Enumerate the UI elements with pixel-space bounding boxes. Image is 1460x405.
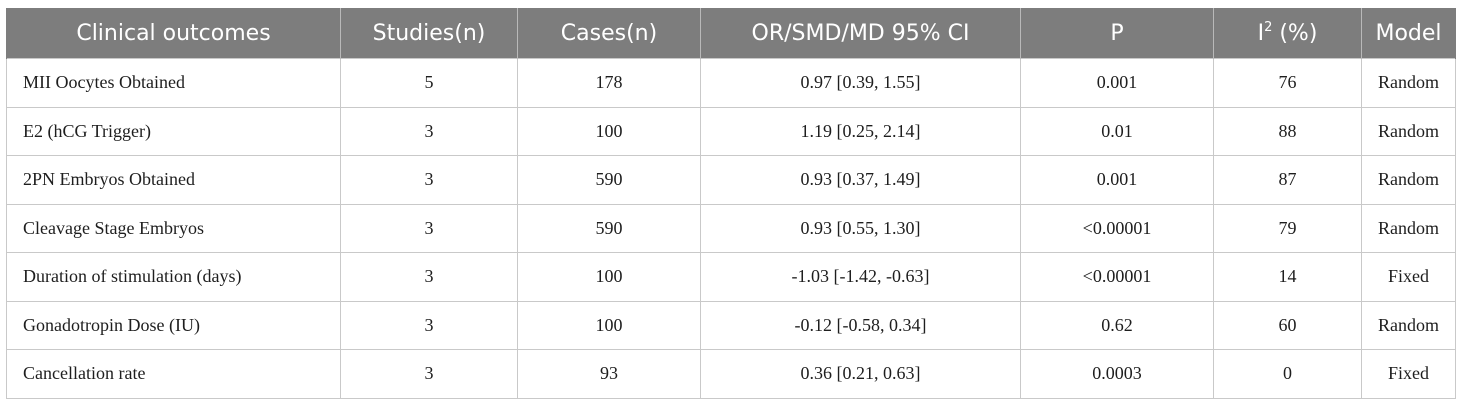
cell-studies: 3 [340, 106, 518, 156]
cell-clinical-outcome: Gonadotropin Dose (IU) [6, 300, 341, 350]
header-row: Clinical outcomes Studies(n) Cases(n) OR… [6, 8, 1456, 59]
table-row: MII Oocytes Obtained 5 178 0.97 [0.39, 1.55… [6, 58, 1456, 108]
cell-i2: 60 [1213, 300, 1362, 350]
cell-effect-size-ci: -0.12 [-0.58, 0.34] [700, 300, 1021, 350]
cell-model: Fixed [1361, 252, 1456, 302]
cell-clinical-outcome: Cancellation rate [6, 349, 341, 399]
cell-clinical-outcome: Cleavage Stage Embryos [6, 203, 341, 253]
cell-p-value: <0.00001 [1020, 252, 1214, 302]
cell-effect-size-ci: 0.97 [0.39, 1.55] [700, 58, 1021, 108]
cell-i2: 76 [1213, 58, 1362, 108]
header-clinical-outcomes: Clinical outcomes [6, 8, 341, 59]
cell-p-value: 0.01 [1020, 106, 1214, 156]
table-row: Cancellation rate 3 93 0.36 [0.21, 0.63] 0.0… [6, 349, 1456, 399]
cell-studies: 3 [340, 349, 518, 399]
cell-cases: 590 [517, 155, 701, 205]
cell-p-value: 0.001 [1020, 155, 1214, 205]
table-row: 2PN Embryos Obtained 3 590 0.93 [0.37, 1.49… [6, 155, 1456, 205]
cell-i2: 79 [1213, 203, 1362, 253]
cell-studies: 5 [340, 58, 518, 108]
header-p-value: P [1020, 8, 1214, 59]
cell-p-value: 0.001 [1020, 58, 1214, 108]
cell-studies: 3 [340, 300, 518, 350]
header-i2-base: I [1257, 21, 1265, 46]
table-row: Gonadotropin Dose (IU) 3 100 -0.12 [-0.58, … [6, 300, 1456, 350]
cell-clinical-outcome: E2 (hCG Trigger) [6, 106, 341, 156]
header-effect-size-ci: OR/SMD/MD 95% CI [700, 8, 1021, 59]
cell-cases: 100 [517, 252, 701, 302]
cell-clinical-outcome: 2PN Embryos Obtained [6, 155, 341, 205]
cell-cases: 100 [517, 300, 701, 350]
header-cases: Cases(n) [517, 8, 701, 59]
cell-p-value: 0.62 [1020, 300, 1214, 350]
cell-i2: 87 [1213, 155, 1362, 205]
cell-p-value: 0.0003 [1020, 349, 1214, 399]
results-table-container: Clinical outcomes Studies(n) Cases(n) OR… [6, 8, 1456, 399]
cell-i2: 88 [1213, 106, 1362, 156]
cell-clinical-outcome: Duration of stimulation (days) [6, 252, 341, 302]
cell-effect-size-ci: 1.19 [0.25, 2.14] [700, 106, 1021, 156]
table-row: E2 (hCG Trigger) 3 100 1.19 [0.25, 2.14] 0.0… [6, 106, 1456, 156]
cell-cases: 590 [517, 203, 701, 253]
header-model: Model [1361, 8, 1456, 59]
table-row: Cleavage Stage Embryos 3 590 0.93 [0.55, 1.… [6, 203, 1456, 253]
cell-effect-size-ci: -1.03 [-1.42, -0.63] [700, 252, 1021, 302]
cell-p-value: <0.00001 [1020, 203, 1214, 253]
cell-model: Random [1361, 300, 1456, 350]
cell-model: Random [1361, 58, 1456, 108]
cell-model: Fixed [1361, 349, 1456, 399]
header-i2: I2 (%) [1213, 8, 1362, 59]
cell-studies: 3 [340, 252, 518, 302]
cell-model: Random [1361, 155, 1456, 205]
cell-effect-size-ci: 0.93 [0.37, 1.49] [700, 155, 1021, 205]
cell-model: Random [1361, 106, 1456, 156]
cell-effect-size-ci: 0.93 [0.55, 1.30] [700, 203, 1021, 253]
table-row: Duration of stimulation (days) 3 100 -1.03 … [6, 252, 1456, 302]
header-i2-unit: (%) [1272, 21, 1318, 46]
header-i2-superscript: 2 [1264, 20, 1273, 35]
cell-clinical-outcome: MII Oocytes Obtained [6, 58, 341, 108]
cell-i2: 14 [1213, 252, 1362, 302]
cell-model: Random [1361, 203, 1456, 253]
cell-cases: 100 [517, 106, 701, 156]
table-body: MII Oocytes Obtained 5 178 0.97 [0.39, 1.55… [6, 58, 1456, 399]
clinical-outcomes-table: Clinical outcomes Studies(n) Cases(n) OR… [6, 8, 1456, 399]
cell-studies: 3 [340, 155, 518, 205]
cell-cases: 93 [517, 349, 701, 399]
cell-effect-size-ci: 0.36 [0.21, 0.63] [700, 349, 1021, 399]
cell-cases: 178 [517, 58, 701, 108]
header-studies: Studies(n) [340, 8, 518, 59]
cell-i2: 0 [1213, 349, 1362, 399]
cell-studies: 3 [340, 203, 518, 253]
